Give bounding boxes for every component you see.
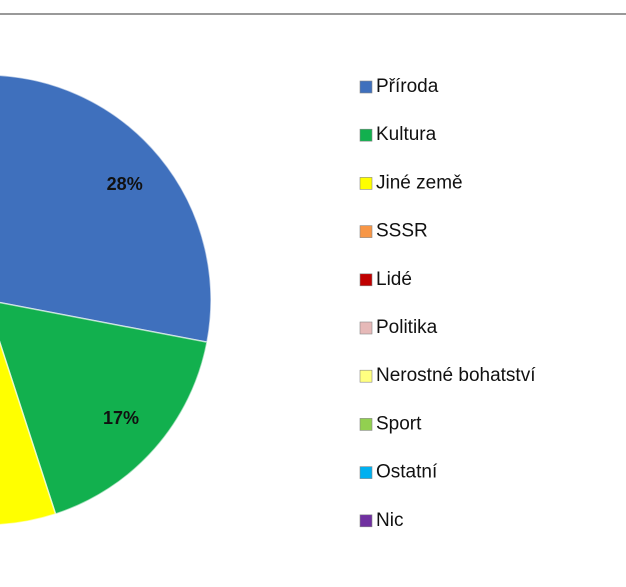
legend-label: Příroda — [376, 76, 439, 97]
data-label: 17% — [103, 408, 139, 428]
data-label: 28% — [107, 174, 143, 194]
legend: Příroda Kultura Jiné země SSSR Lidé Politika N… — [359, 76, 536, 531]
legend-swatch — [359, 128, 373, 142]
legend-swatch — [359, 466, 373, 479]
legend-label: Kultura — [376, 124, 437, 145]
legend-swatch — [359, 514, 373, 528]
legend-label: Nic — [376, 510, 403, 531]
legend-swatch — [359, 369, 373, 383]
pie-slice — [0, 301, 208, 515]
legend-swatch — [359, 225, 373, 238]
legend-swatch — [359, 177, 373, 190]
pie-slice — [0, 340, 57, 526]
legend-swatch — [359, 80, 373, 94]
legend-swatch — [359, 273, 373, 287]
legend-label: Jiné země — [376, 172, 463, 193]
legend-label: SSSR — [376, 221, 428, 242]
pie: 28% 17% — [0, 74, 212, 526]
legend-label: Sport — [376, 413, 422, 434]
legend-swatch — [359, 321, 373, 335]
legend-label: Lidé — [376, 269, 412, 290]
pie-slice — [0, 74, 212, 344]
legend-label: Ostatní — [376, 462, 438, 483]
legend-label: Nerostné bohatství — [376, 365, 536, 386]
legend-swatch — [359, 418, 373, 431]
legend-label: Politika — [376, 317, 438, 338]
